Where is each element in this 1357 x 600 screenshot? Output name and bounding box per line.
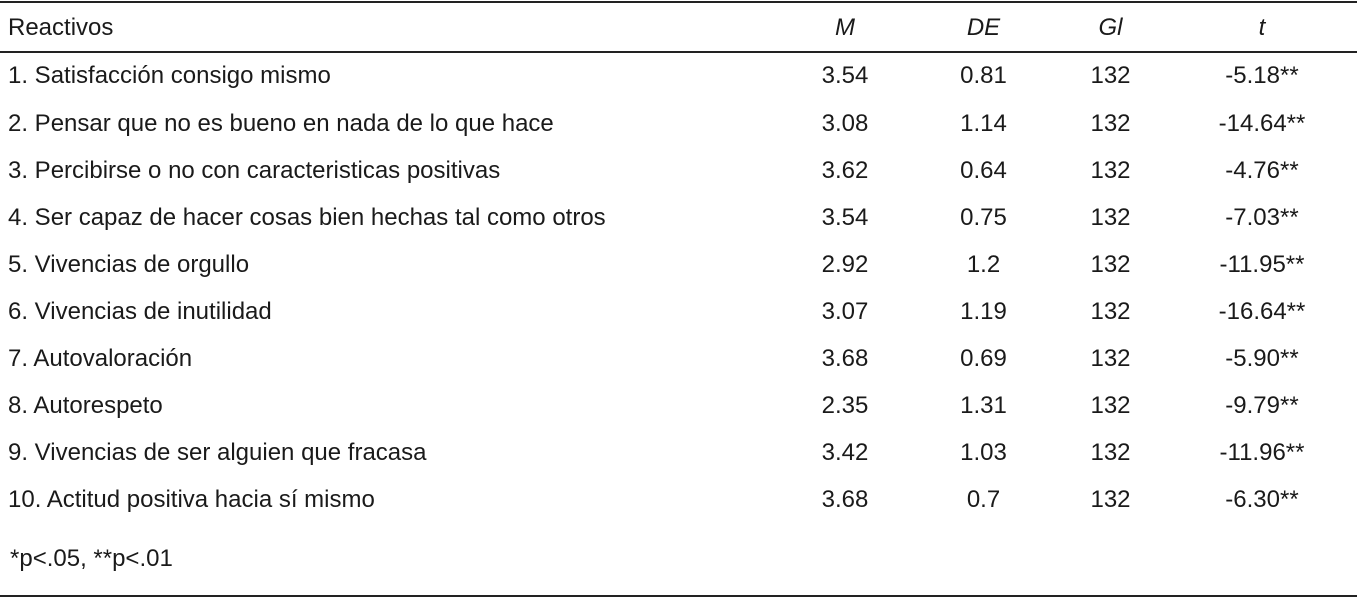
table-row: 3. Percibirse o no con caracteristicas p… <box>0 147 1357 194</box>
table-row: 5. Vivencias de orgullo 2.92 1.2 132 -11.95*… <box>0 241 1357 288</box>
significance-note: *p<.05, **p<.01 <box>10 545 173 572</box>
table-row: 6. Vivencias de inutilidad 3.07 1.19 132 -16… <box>0 288 1357 335</box>
cell-reactivo: 7. Autovaloración <box>8 344 193 372</box>
cell-de: 0.75 <box>960 203 1007 231</box>
cell-m: 3.07 <box>821 297 869 325</box>
cell-m: 3.54 <box>821 62 869 89</box>
table-row: 10. Actitud positiva hacia sí mismo 3.68 0… <box>0 476 1357 523</box>
header-t: t <box>1258 14 1266 41</box>
cell-reactivo: 8. Autorespeto <box>8 391 163 419</box>
cell-gl: 132 <box>1090 485 1131 513</box>
table-body: 1. Satisfacción consigo mismo 3.54 0.81 132… <box>0 52 1357 523</box>
cell-de: 1.19 <box>960 297 1007 325</box>
cell-reactivo: 6. Vivencias de inutilidad <box>8 297 272 325</box>
header-rule <box>0 51 1357 53</box>
cell-reactivo: 2. Pensar que no es bueno en nada de lo … <box>8 109 554 137</box>
cell-reactivo: 1. Satisfacción consigo mismo <box>8 62 331 89</box>
cell-t: -5.90** <box>1225 344 1299 372</box>
cell-de: 0.64 <box>960 156 1007 184</box>
cell-t: -4.76** <box>1225 156 1299 184</box>
cell-reactivo: 3. Percibirse o no con caracteristicas p… <box>8 156 501 184</box>
cell-m: 3.68 <box>821 485 869 513</box>
cell-gl: 132 <box>1090 250 1131 278</box>
bottom-rule <box>0 595 1357 597</box>
cell-m: 3.54 <box>821 203 869 231</box>
cell-gl: 132 <box>1090 344 1131 372</box>
table-row: 4. Ser capaz de hacer cosas bien hechas … <box>0 194 1357 241</box>
cell-t: -11.95** <box>1219 250 1305 278</box>
results-table: Reactivos M DE Gl t 1. Satisfacción cons… <box>0 4 1357 523</box>
cell-gl: 132 <box>1090 156 1131 184</box>
cell-de: 1.31 <box>960 391 1007 419</box>
cell-de: 1.2 <box>966 250 1001 278</box>
cell-gl: 132 <box>1090 438 1131 466</box>
cell-t: -14.64** <box>1218 109 1306 137</box>
table-row: 9. Vivencias de ser alguien que fracasa 3… <box>0 429 1357 476</box>
top-rule <box>0 1 1357 3</box>
cell-reactivo: 5. Vivencias de orgullo <box>8 250 250 278</box>
header-gl: Gl <box>1098 14 1123 41</box>
header-de: DE <box>966 14 1001 41</box>
cell-m: 3.42 <box>821 438 869 466</box>
cell-t: -16.64** <box>1218 297 1306 325</box>
cell-reactivo: 4. Ser capaz de hacer cosas bien hechas … <box>8 203 606 231</box>
cell-t: -9.79** <box>1225 391 1299 419</box>
cell-de: 1.14 <box>960 109 1007 137</box>
table-row: 2. Pensar que no es bueno en nada de lo … <box>0 100 1357 147</box>
cell-t: -6.30** <box>1225 485 1299 513</box>
cell-gl: 132 <box>1090 203 1131 231</box>
cell-m: 2.35 <box>821 391 869 419</box>
cell-t: -7.03** <box>1225 203 1299 231</box>
cell-reactivo: 9. Vivencias de ser alguien que fracasa <box>8 438 427 466</box>
cell-gl: 132 <box>1090 62 1131 89</box>
cell-t: -11.96** <box>1219 438 1305 466</box>
cell-m: 3.68 <box>821 344 869 372</box>
table-row: 1. Satisfacción consigo mismo 3.54 0.81 132… <box>0 52 1357 100</box>
cell-de: 1.03 <box>960 438 1007 466</box>
cell-gl: 132 <box>1090 109 1131 137</box>
cell-m: 2.92 <box>821 250 869 278</box>
table-header-row: Reactivos M DE Gl t <box>0 4 1357 52</box>
cell-gl: 132 <box>1090 297 1131 325</box>
cell-de: 0.69 <box>960 344 1007 372</box>
cell-t: -5.18** <box>1225 62 1299 89</box>
header-m: M <box>835 14 855 41</box>
cell-de: 0.81 <box>960 62 1007 89</box>
cell-m: 3.08 <box>821 109 869 137</box>
cell-m: 3.62 <box>821 156 869 184</box>
cell-reactivo: 10. Actitud positiva hacia sí mismo <box>8 485 375 513</box>
header-reactivos: Reactivos <box>8 14 114 41</box>
table-row: 7. Autovaloración 3.68 0.69 132 -5.90** <box>0 335 1357 382</box>
table-row: 8. Autorespeto 2.35 1.31 132 -9.79** <box>0 382 1357 429</box>
cell-gl: 132 <box>1090 391 1131 419</box>
cell-de: 0.7 <box>966 485 1001 513</box>
